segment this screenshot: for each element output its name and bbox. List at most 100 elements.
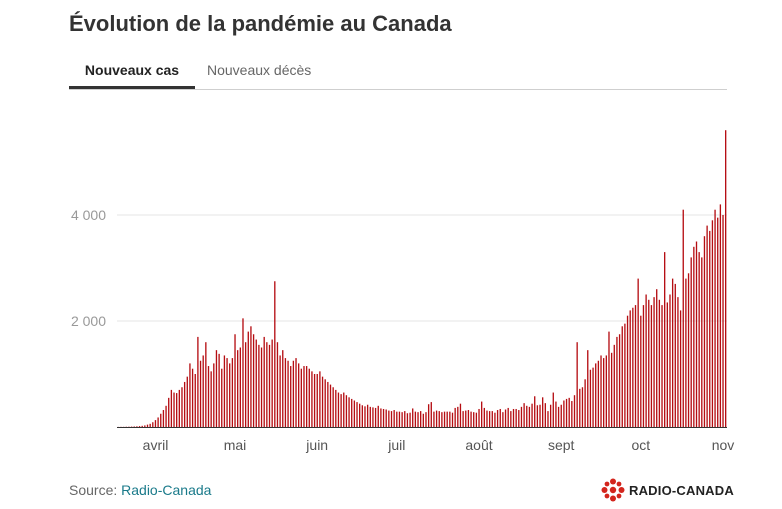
bar (157, 417, 159, 427)
bar (499, 408, 501, 427)
bar (528, 406, 531, 427)
bar (244, 342, 247, 427)
bar (351, 398, 353, 427)
bar (263, 336, 265, 427)
tab-nouveaux-cas[interactable]: Nouveaux cas (69, 61, 195, 89)
bar (414, 411, 417, 427)
bar (722, 215, 724, 427)
bar (613, 344, 615, 427)
bar (229, 363, 231, 427)
bar (687, 273, 690, 427)
bar (507, 407, 509, 427)
bar (258, 344, 260, 427)
bar (374, 407, 377, 427)
bar (518, 410, 520, 427)
bar (239, 347, 241, 427)
bar (571, 401, 573, 427)
tab-nouveaux-deces[interactable]: Nouveaux décès (207, 62, 312, 78)
bar (396, 411, 398, 427)
bar (361, 405, 363, 427)
bar (685, 278, 687, 427)
bar (168, 397, 170, 427)
bar (682, 209, 684, 427)
bar (709, 230, 711, 427)
x-tick-label: juil (387, 437, 405, 453)
bar (186, 376, 188, 427)
bar (621, 326, 623, 427)
bar (316, 374, 318, 427)
bar (427, 404, 430, 427)
bar (308, 368, 310, 427)
x-tick-label: mai (224, 437, 247, 453)
bar (441, 412, 443, 427)
bar (406, 413, 409, 427)
bar (369, 406, 371, 427)
bar (438, 411, 440, 427)
bar (382, 408, 385, 427)
bar (579, 388, 581, 427)
bar (321, 376, 324, 427)
x-tick-label: sept (548, 437, 575, 453)
bar (547, 411, 549, 427)
bar (366, 404, 369, 427)
bar (303, 366, 305, 427)
bar (666, 302, 668, 427)
bar (435, 410, 438, 427)
bar (348, 397, 350, 427)
bar (626, 315, 629, 427)
bar (491, 411, 493, 427)
bar (648, 299, 650, 427)
bar (380, 408, 382, 427)
bar (504, 409, 507, 427)
bar (340, 394, 342, 427)
bar (531, 403, 533, 427)
source-prefix: Source: (69, 482, 122, 498)
bar (191, 368, 194, 427)
bar (661, 305, 663, 427)
bar (313, 374, 316, 427)
bar (173, 392, 175, 427)
bar (555, 401, 557, 427)
bar (523, 403, 525, 427)
bar (295, 358, 297, 427)
bar (197, 336, 199, 427)
bar (658, 299, 661, 427)
bar (162, 410, 165, 427)
bar (581, 387, 584, 427)
bar (412, 408, 414, 427)
bar (298, 363, 300, 427)
bar (401, 412, 403, 427)
bar (388, 410, 390, 427)
bar (183, 381, 186, 427)
bar (443, 411, 446, 427)
logo-text: RADIO-CANADA (629, 482, 734, 498)
bar (465, 410, 467, 427)
bar (353, 400, 356, 427)
bar (356, 402, 358, 427)
bar (446, 411, 448, 427)
bar (473, 412, 475, 427)
bar (181, 387, 183, 427)
bar (149, 423, 151, 427)
bar (247, 331, 249, 427)
bar (327, 381, 329, 427)
bar (343, 392, 345, 427)
y-tick-label: 4 000 (71, 207, 106, 223)
bar (178, 389, 180, 427)
bar (252, 334, 255, 427)
bar (454, 407, 456, 427)
bar (138, 426, 141, 427)
bar (332, 387, 334, 427)
bar (671, 278, 674, 427)
bar (610, 352, 613, 427)
bar (237, 350, 239, 427)
bar (176, 393, 178, 427)
bar (393, 410, 395, 427)
bar (690, 257, 692, 427)
bar (475, 412, 478, 427)
bar (515, 408, 517, 427)
bar (170, 389, 173, 427)
source-link[interactable]: Radio-Canada (121, 482, 212, 498)
bar (213, 363, 215, 427)
bar (502, 412, 504, 427)
